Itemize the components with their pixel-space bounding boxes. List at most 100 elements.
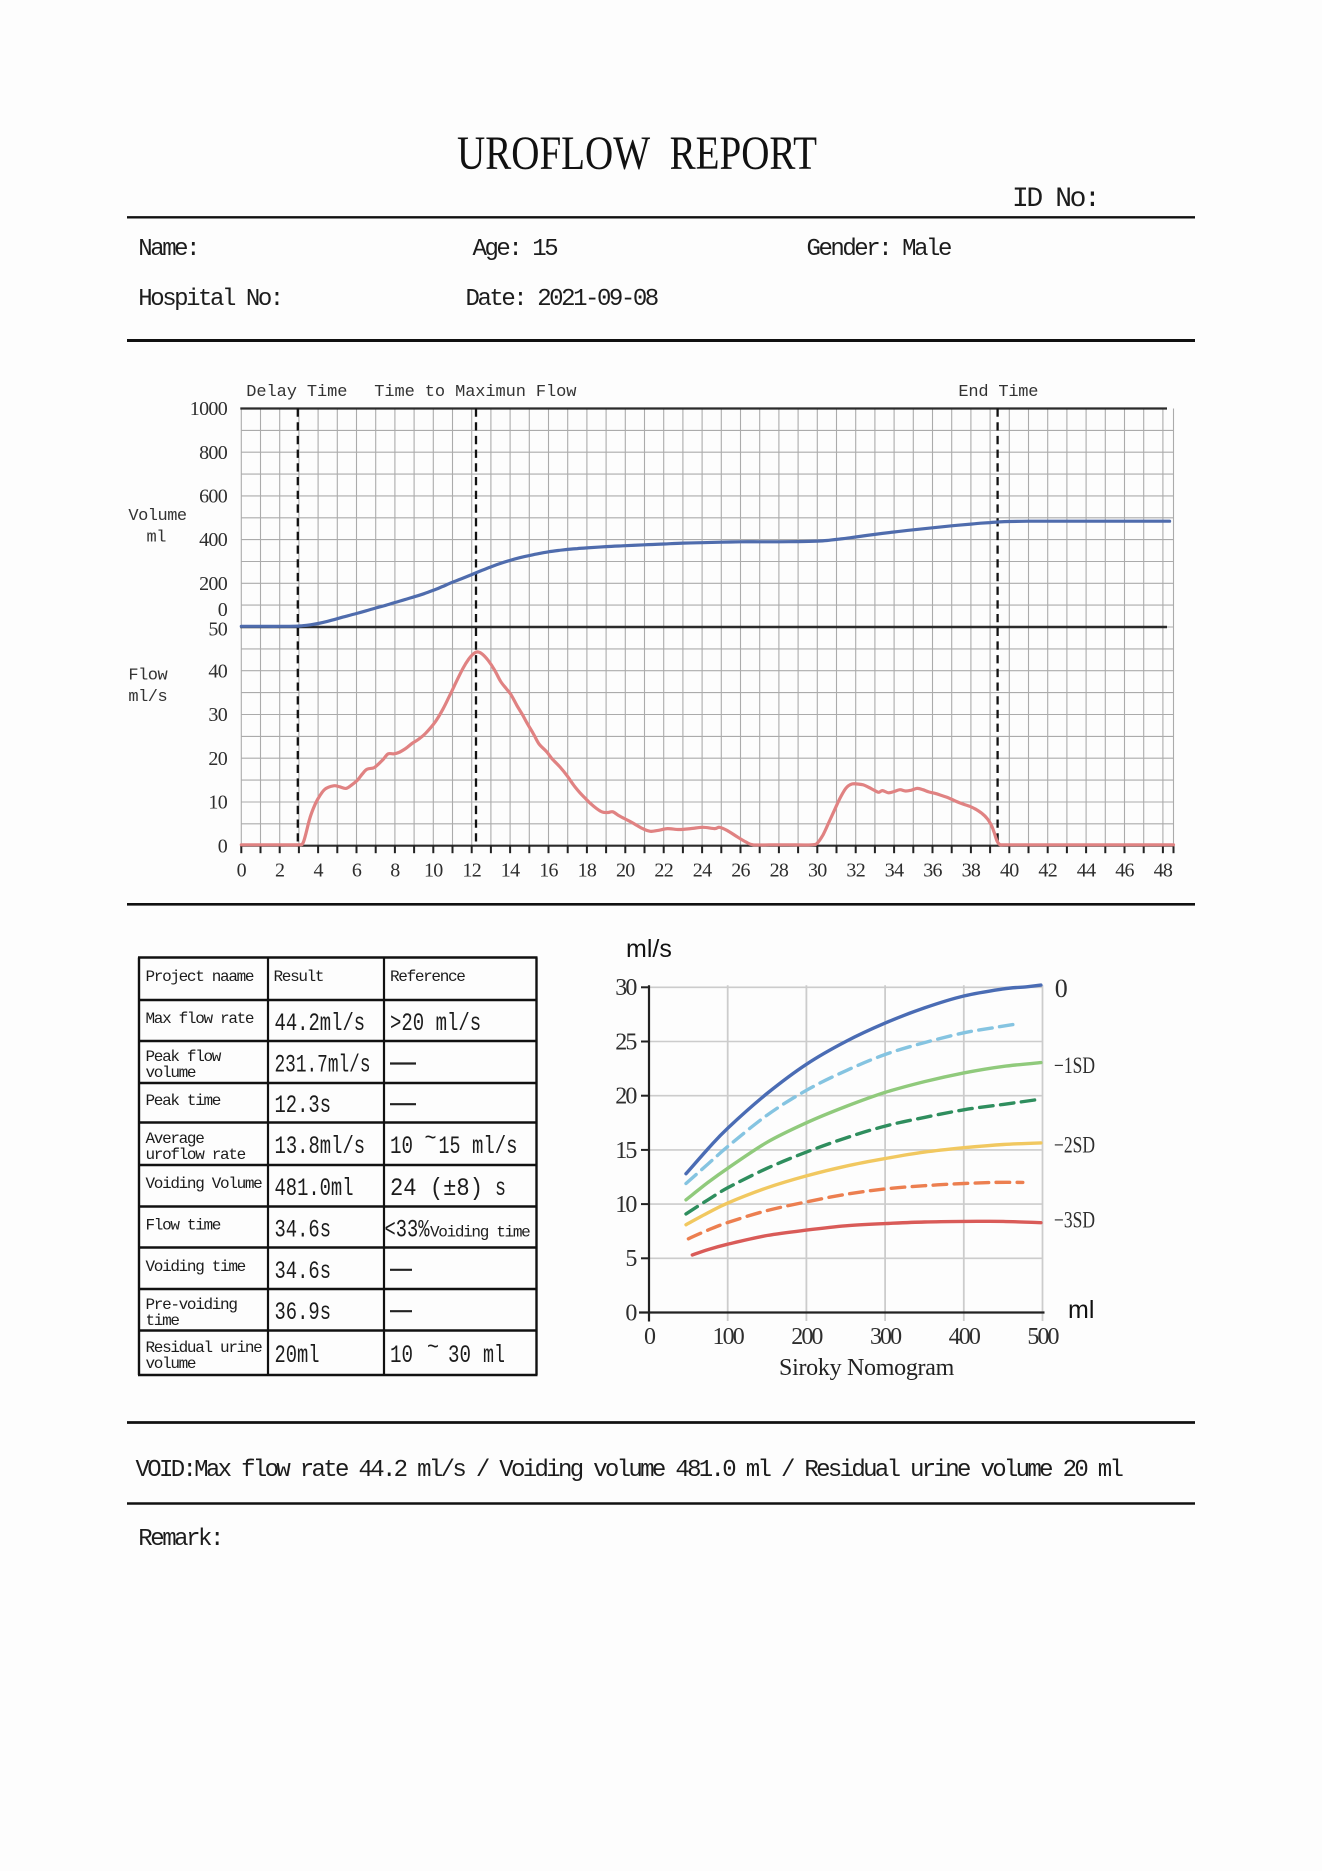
svg-text:300: 300 [870, 1324, 902, 1350]
svg-text:4: 4 [313, 860, 323, 882]
svg-text:40: 40 [1000, 860, 1019, 882]
svg-text:44.2ml/s: 44.2ml/s [275, 1009, 366, 1038]
svg-text:Time to Maximun Flow: Time to Maximun Flow [374, 383, 577, 402]
svg-text:40: 40 [208, 660, 227, 682]
svg-text:15: 15 [439, 1132, 461, 1161]
svg-text:Peak time: Peak time [146, 1092, 221, 1110]
svg-text:Flow time: Flow time [146, 1217, 221, 1235]
svg-text:ml: ml [483, 1341, 505, 1370]
svg-text:25: 25 [615, 1029, 637, 1055]
svg-text:ml: ml [147, 529, 167, 548]
svg-text:ml/s: ml/s [626, 935, 672, 963]
svg-text:16: 16 [539, 860, 558, 882]
svg-text:30: 30 [808, 860, 827, 882]
svg-text:>20 ml/s: >20 ml/s [390, 1009, 481, 1038]
svg-text:600: 600 [199, 486, 228, 508]
svg-text:481.0ml: 481.0ml [275, 1174, 354, 1203]
svg-text:26: 26 [731, 860, 750, 882]
svg-text:12.3s: 12.3s [275, 1091, 332, 1120]
svg-text:100: 100 [713, 1324, 745, 1350]
svg-text:38: 38 [962, 860, 981, 882]
svg-text:44: 44 [1077, 860, 1096, 882]
svg-text:22: 22 [654, 860, 673, 882]
svg-text:End Time: End Time [958, 383, 1038, 402]
svg-text:Gender: Male: Gender: Male [807, 236, 951, 263]
svg-text:231.7ml/s: 231.7ml/s [275, 1051, 371, 1080]
svg-text:Name:: Name: [138, 236, 198, 263]
svg-text:10: 10 [424, 860, 443, 882]
svg-text:15: 15 [615, 1138, 637, 1164]
svg-text:Result: Result [274, 968, 324, 986]
svg-text:Max flow rate: Max flow rate [146, 1010, 254, 1028]
svg-text:10: 10 [615, 1192, 637, 1218]
svg-text:20ml: 20ml [275, 1341, 320, 1370]
svg-text:24 (±8): 24 (±8) [390, 1174, 483, 1203]
svg-text:400: 400 [199, 529, 228, 551]
svg-text:Volume: Volume [128, 507, 187, 526]
svg-text:ml/s: ml/s [472, 1132, 518, 1161]
svg-text:10: 10 [208, 792, 227, 814]
svg-text:30: 30 [208, 704, 227, 726]
svg-text:Flow: Flow [128, 667, 168, 686]
svg-text:500: 500 [1027, 1324, 1059, 1350]
svg-text:28: 28 [770, 860, 789, 882]
svg-text:~: ~ [427, 1335, 439, 1362]
svg-text:uroflow rate: uroflow rate [146, 1146, 246, 1164]
svg-text:400: 400 [949, 1324, 981, 1350]
svg-text:30: 30 [448, 1341, 471, 1370]
svg-text:1000: 1000 [190, 398, 228, 420]
svg-text:−3SD: −3SD [1054, 1208, 1095, 1233]
svg-text:Delay Time: Delay Time [246, 383, 347, 402]
svg-text:volume: volume [146, 1064, 196, 1082]
svg-text:48: 48 [1154, 860, 1173, 882]
svg-text:13.8ml/s: 13.8ml/s [275, 1132, 366, 1161]
svg-text:50: 50 [208, 619, 227, 641]
svg-text:s: s [495, 1174, 506, 1203]
svg-text:800: 800 [199, 442, 228, 464]
svg-text:~: ~ [425, 1126, 437, 1153]
svg-text:0: 0 [218, 599, 228, 621]
svg-text:32: 32 [846, 860, 865, 882]
svg-text:time: time [146, 1312, 180, 1330]
svg-text:2: 2 [275, 860, 284, 882]
svg-text:6: 6 [352, 860, 362, 882]
svg-text:36.9s: 36.9s [275, 1298, 332, 1327]
svg-text:10: 10 [390, 1341, 413, 1370]
svg-text:ml/s: ml/s [128, 688, 167, 707]
svg-text:34: 34 [885, 860, 904, 882]
svg-text:200: 200 [199, 573, 228, 595]
svg-text:34.6s: 34.6s [275, 1216, 332, 1245]
svg-text:Date: 2021-09-08: Date: 2021-09-08 [466, 286, 658, 313]
svg-text:Reference: Reference [390, 968, 465, 986]
svg-text:Pre-voiding: Pre-voiding [146, 1296, 238, 1314]
svg-text:20: 20 [616, 860, 635, 882]
svg-text:20: 20 [615, 1084, 637, 1110]
svg-text:Voiding Volume: Voiding Volume [146, 1175, 263, 1193]
svg-text:ID No:: ID No: [1012, 184, 1098, 215]
svg-text:Project naame: Project naame [146, 968, 254, 986]
svg-text:30: 30 [615, 975, 637, 1001]
svg-text:24: 24 [693, 860, 712, 882]
svg-text:200: 200 [791, 1324, 823, 1350]
svg-text:Age: 15: Age: 15 [473, 236, 558, 263]
svg-text:UROFLOW REPORT: UROFLOW REPORT [457, 127, 817, 180]
svg-text:46: 46 [1115, 860, 1134, 882]
svg-text:Voiding time: Voiding time [430, 1224, 530, 1242]
svg-text:<33%: <33% [385, 1216, 431, 1245]
svg-text:18: 18 [578, 860, 597, 882]
svg-text:14: 14 [501, 860, 520, 882]
svg-text:Hospital No:: Hospital No: [138, 286, 281, 313]
svg-text:12: 12 [462, 860, 481, 882]
svg-text:0: 0 [1055, 974, 1068, 1003]
svg-text:volume: volume [146, 1355, 196, 1373]
svg-text:VOID:Max flow rate 44.2 ml/s /: VOID:Max flow rate 44.2 ml/s / Voiding v… [136, 1457, 1124, 1484]
svg-text:ml: ml [1068, 1296, 1094, 1324]
svg-text:34.6s: 34.6s [275, 1257, 332, 1286]
svg-text:8: 8 [390, 860, 400, 882]
svg-text:Average: Average [146, 1130, 205, 1148]
svg-text:10: 10 [390, 1132, 413, 1161]
svg-text:Remark:: Remark: [138, 1526, 222, 1553]
svg-text:−2SD: −2SD [1054, 1133, 1095, 1158]
svg-text:Peak flow: Peak flow [146, 1048, 222, 1066]
svg-text:Residual urine: Residual urine [146, 1339, 263, 1357]
